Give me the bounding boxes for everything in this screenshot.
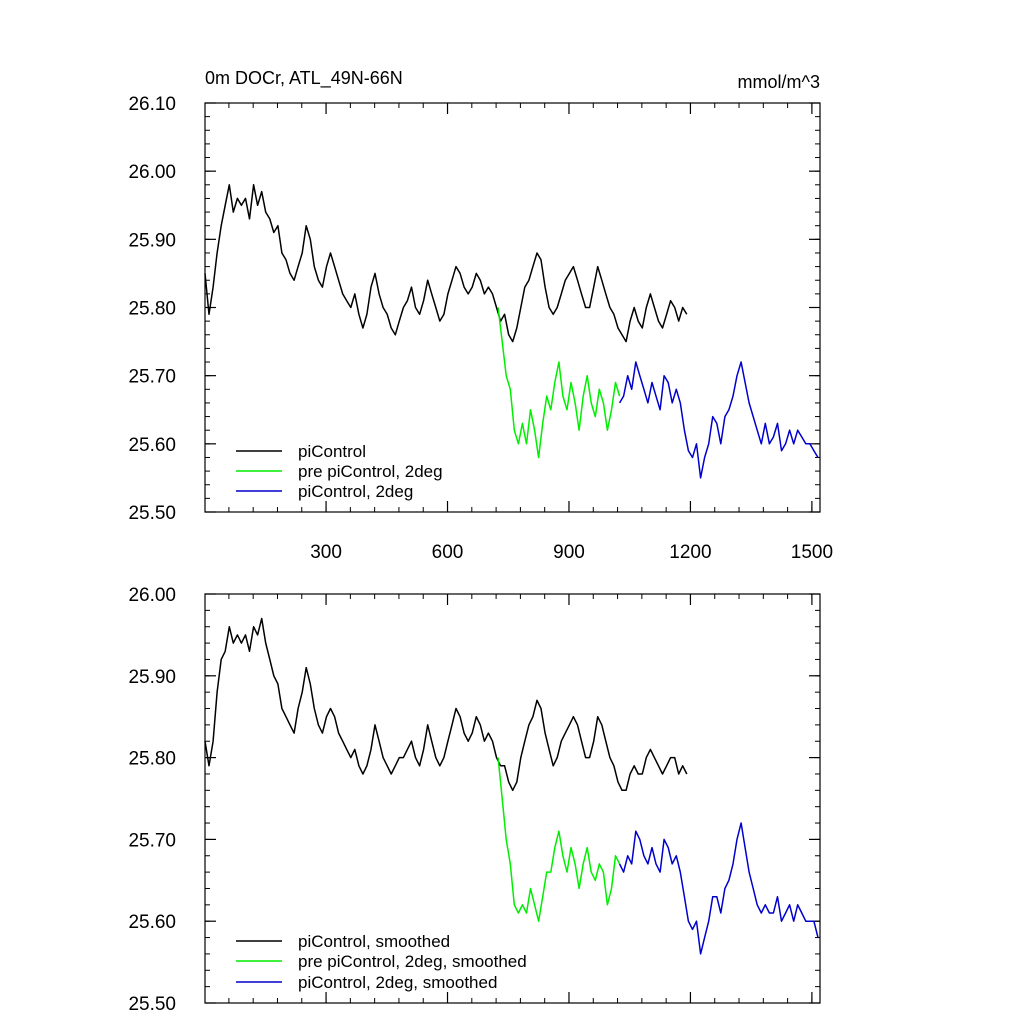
- y-tick-label: 25.80: [128, 299, 176, 320]
- series-lines: [204, 617, 819, 955]
- series-line-1: [497, 757, 621, 922]
- legend-label-pre-picontrol-2deg: pre piControl, 2deg: [298, 462, 443, 481]
- legend: piControl pre piControl, 2deg piControl,…: [236, 442, 443, 501]
- y-tick-label: 25.90: [128, 667, 176, 688]
- top-panel: 0m DOCr, ATL_49N-66N mmol/m^3 25.50 25.60…: [128, 68, 833, 563]
- y-tick-label: 26.00: [128, 585, 176, 606]
- series-line-1: [497, 307, 621, 459]
- y-tick-label: 25.90: [128, 230, 176, 251]
- x-tick-label: 600: [432, 542, 464, 563]
- series-line-2: [618, 361, 819, 479]
- legend-label-pre-picontrol-2deg-smoothed: pre piControl, 2deg, smoothed: [298, 952, 527, 971]
- major-ticks: [205, 102, 820, 513]
- plot-frame: [204, 593, 821, 1004]
- series-lines: [204, 184, 819, 479]
- legend-label-picontrol: piControl: [298, 442, 366, 461]
- x-tick-labels: 300 600 900 1200 1500: [310, 542, 833, 563]
- y-tick-label: 25.70: [128, 367, 176, 388]
- y-tick-label: 25.50: [128, 994, 176, 1015]
- legend-label-picontrol-2deg-smoothed: piControl, 2deg, smoothed: [298, 973, 497, 992]
- y-tick-labels: 25.50 25.60 25.70 25.80 25.90 26.00 26.10: [128, 94, 176, 524]
- y-tick-label: 25.60: [128, 435, 176, 456]
- units-label: mmol/m^3: [738, 72, 820, 92]
- series-line-0: [204, 617, 688, 792]
- x-tick-label: 300: [310, 542, 342, 563]
- x-tick-label: 1500: [791, 542, 833, 563]
- y-tick-label: 25.70: [128, 830, 176, 851]
- bottom-panel: 25.50 25.60 25.70 25.80 25.90 26.00 piControl…: [128, 585, 821, 1015]
- series-line-0: [204, 184, 688, 343]
- chart-title: 0m DOCr, ATL_49N-66N: [205, 68, 403, 89]
- series-line-2: [618, 822, 819, 955]
- y-tick-label: 26.10: [128, 94, 176, 115]
- major-ticks: [205, 593, 820, 1004]
- x-tick-label: 900: [553, 542, 585, 563]
- x-tick-label: 1200: [669, 542, 711, 563]
- y-tick-label: 25.50: [128, 503, 176, 524]
- y-tick-label: 26.00: [128, 162, 176, 183]
- y-tick-labels: 25.50 25.60 25.70 25.80 25.90 26.00: [128, 585, 176, 1015]
- legend-label-picontrol-2deg: piControl, 2deg: [298, 482, 413, 501]
- legend: piControl, smoothed pre piControl, 2deg,…: [236, 932, 527, 992]
- y-tick-label: 25.60: [128, 912, 176, 933]
- legend-label-picontrol-smoothed: piControl, smoothed: [298, 932, 450, 951]
- y-tick-label: 25.80: [128, 749, 176, 770]
